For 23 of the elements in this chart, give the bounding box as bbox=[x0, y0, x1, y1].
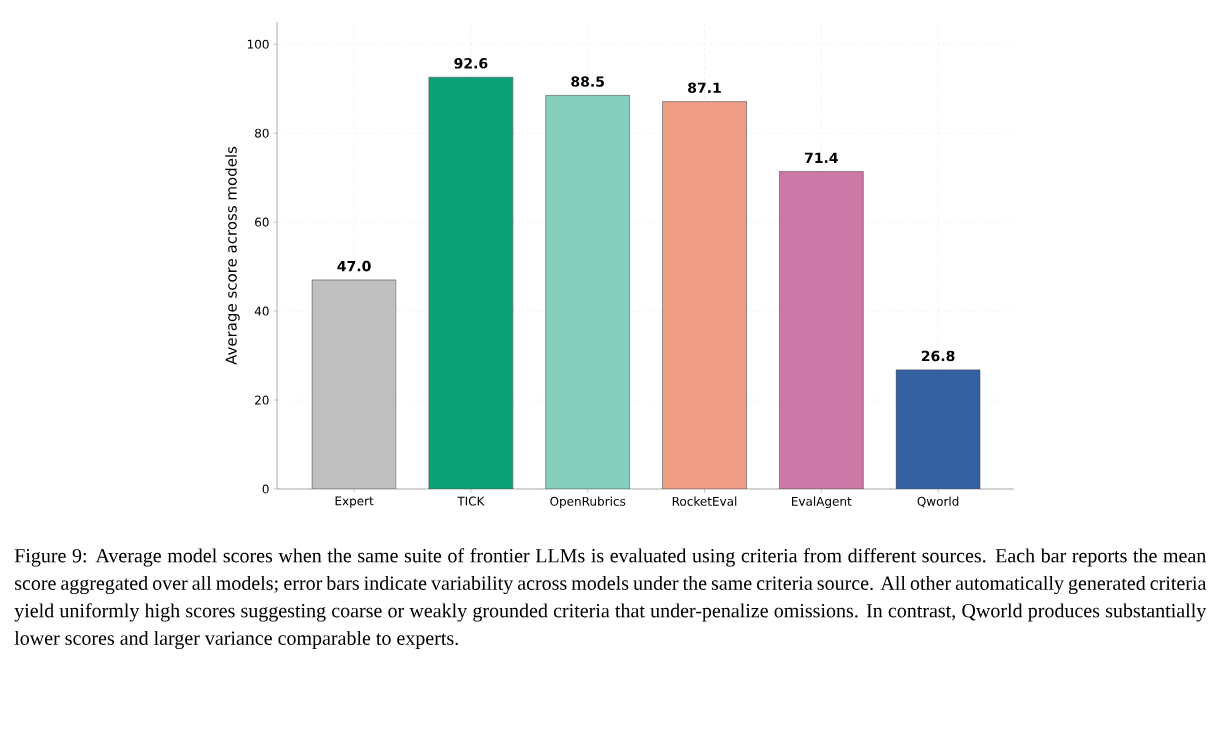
bar bbox=[778, 171, 864, 489]
y-tick-label: 0 bbox=[262, 484, 269, 494]
x-tick-label: OpenRubrics bbox=[550, 496, 626, 509]
bar bbox=[895, 369, 981, 489]
data-label: 88.5 bbox=[571, 76, 604, 87]
y-tick-label: 20 bbox=[255, 395, 269, 405]
y-tick-label: 40 bbox=[254, 306, 269, 316]
y-tick-label: 60 bbox=[255, 217, 269, 227]
y-tick-label: 100 bbox=[247, 39, 269, 49]
y-tick-label: 80 bbox=[255, 128, 269, 138]
x-tick-label: Qworld bbox=[917, 496, 959, 508]
data-label: 71.4 bbox=[804, 152, 838, 163]
caption: Figure 9: Average model scores when the same suite of frontier LLMs is evaluated using criteria from different sources. Each bar reports the mean score aggregated over all models; error bars indicate variability across models under the same criteria source. All other automatically generated criteria yield uniformly high scores suggesting coarse or weakly grounded criteria that under-penalize omissions. In contrast, Qworld produces substantially lower scores and larger variance comparable to experts. bbox=[14, 548, 1207, 650]
x-tick-label: RocketEval bbox=[672, 496, 737, 506]
bar bbox=[311, 279, 397, 489]
data-label: 87.1 bbox=[688, 82, 721, 94]
x-tick-label: EvalAgent bbox=[792, 496, 852, 509]
data-label: 26.8 bbox=[921, 350, 955, 362]
y-axis-title: Average score across models bbox=[225, 146, 240, 365]
x-tick-label: Expert bbox=[335, 496, 374, 508]
data-label: 47.0 bbox=[337, 260, 371, 272]
x-tick-label: TICK bbox=[457, 496, 485, 506]
data-label: 92.6 bbox=[454, 58, 488, 69]
